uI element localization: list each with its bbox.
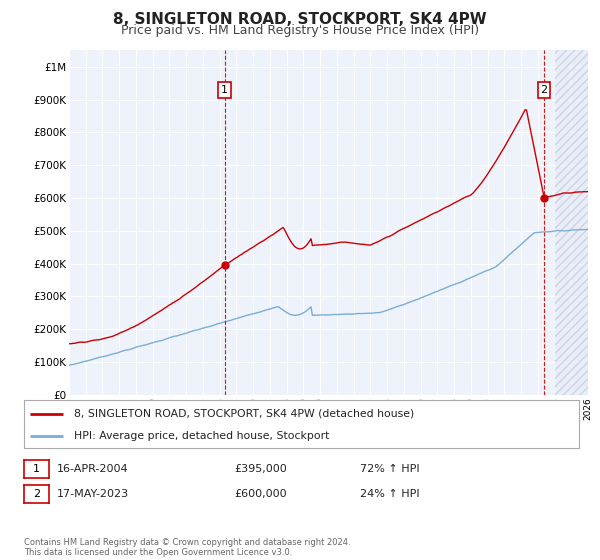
Text: 17-MAY-2023: 17-MAY-2023 [57,489,129,499]
Text: £395,000: £395,000 [234,464,287,474]
Text: 24% ↑ HPI: 24% ↑ HPI [360,489,419,499]
Text: HPI: Average price, detached house, Stockport: HPI: Average price, detached house, Stoc… [74,431,329,441]
Text: 1: 1 [33,464,40,474]
Text: Contains HM Land Registry data © Crown copyright and database right 2024.
This d: Contains HM Land Registry data © Crown c… [24,538,350,557]
Text: 8, SINGLETON ROAD, STOCKPORT, SK4 4PW: 8, SINGLETON ROAD, STOCKPORT, SK4 4PW [113,12,487,27]
Text: 8, SINGLETON ROAD, STOCKPORT, SK4 4PW (detached house): 8, SINGLETON ROAD, STOCKPORT, SK4 4PW (d… [74,409,414,419]
Text: 2: 2 [541,85,548,95]
Text: 72% ↑ HPI: 72% ↑ HPI [360,464,419,474]
Text: Price paid vs. HM Land Registry's House Price Index (HPI): Price paid vs. HM Land Registry's House … [121,24,479,36]
Text: 1: 1 [221,85,228,95]
Bar [554,50,588,395]
Text: 2: 2 [33,489,40,499]
Text: £600,000: £600,000 [234,489,287,499]
Text: 16-APR-2004: 16-APR-2004 [57,464,128,474]
